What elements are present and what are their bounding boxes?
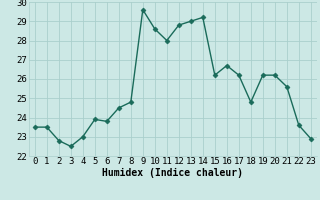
X-axis label: Humidex (Indice chaleur): Humidex (Indice chaleur) <box>102 168 243 178</box>
